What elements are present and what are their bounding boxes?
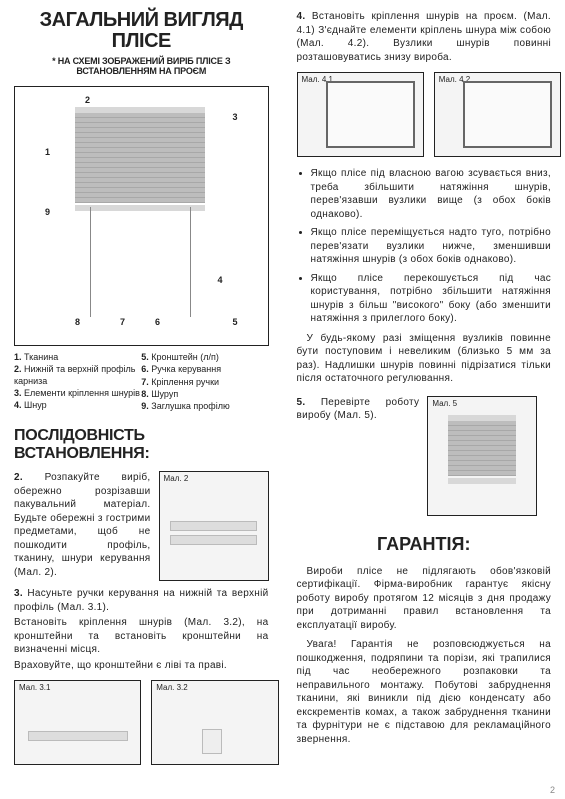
fig-label: Мал. 3.2	[156, 683, 187, 692]
step-2-text: 2. Розпакуйте виріб, обережно розрізавши…	[14, 471, 151, 581]
step-5-text: 5. Перевірте роботу виробу (Мал. 5).	[297, 396, 420, 516]
legend-item: 2. Нижній та верхній профіль карниза	[14, 364, 141, 387]
legend-item: 9. Заглушка профілю	[141, 401, 268, 412]
document-page: ЗАГАЛЬНИЙ ВИГЛЯД ПЛІСЕ * НА СХЕМІ ЗОБРАЖ…	[0, 0, 565, 799]
fig-label: Мал. 2	[164, 474, 189, 483]
figure-3-pair: Мал. 3.1 Мал. 3.2	[14, 680, 269, 765]
page-number: 2	[550, 785, 555, 795]
bullet-item: Якщо плісе перекошується під час користу…	[311, 272, 552, 326]
callout-3: 3	[232, 112, 237, 122]
legend-item: 4. Шнур	[14, 400, 141, 411]
figure-5: Мал. 5	[427, 396, 537, 516]
figure-4-pair: Мал. 4.1 Мал. 4.2	[297, 72, 552, 157]
figure-4-1: Мал. 4.1	[297, 72, 424, 157]
callout-4: 4	[217, 275, 222, 285]
left-column: ЗАГАЛЬНИЙ ВИГЛЯД ПЛІСЕ * НА СХЕМІ ЗОБРАЖ…	[0, 0, 283, 799]
callout-8: 8	[75, 317, 80, 327]
callout-1: 1	[45, 147, 50, 157]
step-4-text: 4. Встановіть кріплення шнурів на проєм.…	[297, 10, 552, 64]
bullet-item: Якщо плісе під власною вагою зсувається …	[311, 167, 552, 221]
step-3-text-2: Встановіть кріплення шнурів (Мал. 3.2), …	[14, 616, 269, 657]
legend-item: 8. Шуруп	[141, 389, 268, 400]
callout-6: 6	[155, 317, 160, 327]
fig-label: Мал. 5	[432, 399, 457, 408]
legend-item: 1. Тканина	[14, 352, 141, 363]
legend-col-right: 5. Кронштейн (л/п) 6. Ручка керування 7.…	[141, 352, 268, 413]
figure-3-2: Мал. 3.2	[151, 680, 278, 765]
callout-5: 5	[232, 317, 237, 327]
legend-item: 6. Ручка керування	[141, 364, 268, 375]
install-heading: ПОСЛІДОВНІСТЬ ВСТАНОВЛЕННЯ:	[14, 427, 269, 463]
warranty-heading: ГАРАНТІЯ:	[297, 534, 552, 555]
legend: 1. Тканина 2. Нижній та верхній профіль …	[14, 352, 269, 413]
step-5-row: 5. Перевірте роботу виробу (Мал. 5). Мал…	[297, 396, 552, 516]
figure-3-1: Мал. 3.1	[14, 680, 141, 765]
cord-left	[90, 207, 91, 317]
figure-4-2: Мал. 4.2	[434, 72, 561, 157]
adjustment-note: У будь-якому разі зміщення вузликів пови…	[297, 332, 552, 386]
bullet-item: Якщо плісе переміщується надто туго, пот…	[311, 226, 552, 267]
step-3-text-3: Враховуйте, що кронштейни є ліві та прав…	[14, 659, 269, 673]
callout-2: 2	[85, 95, 90, 105]
legend-item: 7. Кріплення ручки	[141, 377, 268, 388]
step-2-row: 2. Розпакуйте виріб, обережно розрізавши…	[14, 471, 269, 581]
callout-9: 9	[45, 207, 50, 217]
right-column: 4. Встановіть кріплення шнурів на проєм.…	[283, 0, 565, 799]
step-3-text: 3. Насуньте ручки керування на нижній та…	[14, 587, 269, 614]
main-title: ЗАГАЛЬНИЙ ВИГЛЯД ПЛІСЕ	[14, 10, 269, 52]
fig-label: Мал. 3.1	[19, 683, 50, 692]
warranty-p2: Увага! Гарантія не розповсюджується на п…	[297, 638, 552, 746]
legend-item: 3. Елементи кріплення шнурів	[14, 388, 141, 399]
legend-col-left: 1. Тканина 2. Нижній та верхній профіль …	[14, 352, 141, 413]
figure-2: Мал. 2	[159, 471, 269, 581]
adjustment-bullets: Якщо плісе під власною вагою зсувається …	[311, 167, 552, 326]
callout-7: 7	[120, 317, 125, 327]
warranty-p1: Вироби плісе не підлягають обов'язковій …	[297, 565, 552, 633]
cord-right	[190, 207, 191, 317]
overview-diagram: 1 2 3 4 5 6 7 8 9	[14, 86, 269, 346]
legend-item: 5. Кронштейн (л/п)	[141, 352, 268, 363]
subtitle: * НА СХЕМІ ЗОБРАЖЕНИЙ ВИРІБ ПЛІСЕ З ВСТА…	[14, 56, 269, 76]
blind-illustration	[75, 107, 205, 211]
